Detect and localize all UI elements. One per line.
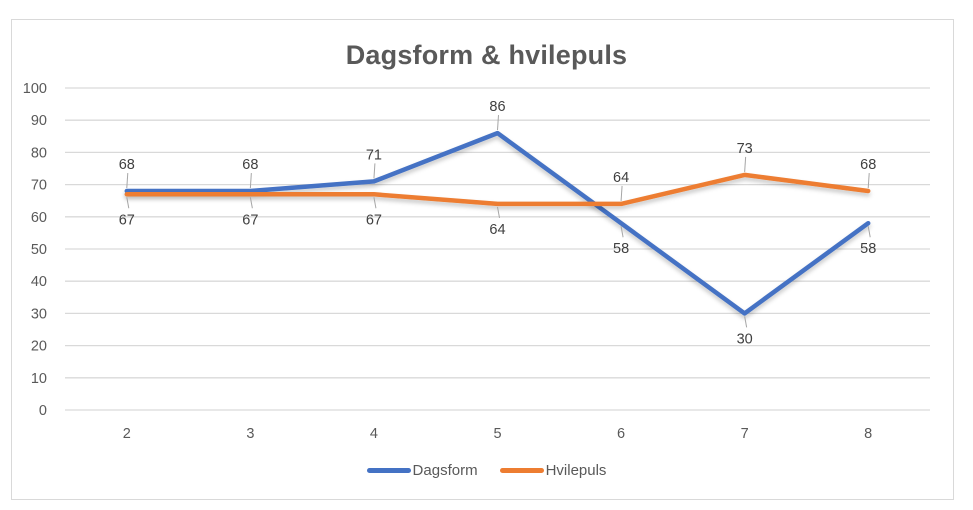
y-tick-label: 70 [31, 178, 47, 194]
data-label-dagsform: 30 [737, 331, 753, 347]
label-leader-line [373, 163, 376, 179]
data-label-dagsform: 86 [489, 99, 505, 115]
y-axis-labels: 0 10 20 30 40 50 60 70 80 90 100 [23, 81, 47, 419]
data-label-hvilepuls: 73 [737, 141, 753, 157]
x-axis-labels: 2 3 4 5 6 7 8 [123, 426, 873, 442]
label-leader-line [126, 197, 130, 209]
label-leader-line [744, 156, 747, 172]
data-label-hvilepuls: 64 [489, 222, 505, 238]
chart-frame [11, 19, 954, 500]
y-tick-label: 90 [31, 113, 47, 129]
legend-label-hvilepuls: Hvilepuls [545, 462, 607, 479]
label-leader-line [126, 173, 129, 189]
x-tick-label: 5 [493, 426, 501, 442]
label-leader-line [620, 185, 623, 201]
x-tick-label: 3 [246, 426, 254, 442]
y-tick-label: 60 [31, 210, 47, 226]
x-tick-label: 7 [741, 426, 749, 442]
y-tick-label: 50 [31, 242, 47, 258]
y-tick-label: 30 [31, 306, 47, 322]
gridlines [65, 87, 930, 411]
series-line-hvilepuls [124, 172, 871, 207]
series-line-dagsform [124, 130, 871, 316]
data-label-dagsform: 58 [613, 241, 629, 257]
data-label-hvilepuls: 67 [242, 212, 258, 228]
label-leader-line [867, 173, 870, 189]
label-leader-line [867, 226, 871, 238]
x-tick-label: 6 [617, 426, 625, 442]
label-leader-line [744, 316, 748, 328]
data-labels: 68 68 71 86 58 30 58 67 67 67 64 64 73 68 [119, 99, 877, 347]
label-leader-line [620, 226, 624, 238]
label-leader-line [497, 115, 499, 131]
label-leader-line [497, 206, 500, 219]
label-leader-line [249, 197, 253, 209]
y-tick-label: 80 [31, 145, 47, 161]
label-leader-line [373, 197, 377, 209]
y-tick-label: 0 [39, 403, 47, 419]
y-tick-label: 10 [31, 371, 47, 387]
data-label-dagsform: 71 [366, 147, 382, 163]
y-tick-label: 20 [31, 339, 47, 355]
data-label-hvilepuls: 64 [613, 170, 629, 186]
x-tick-label: 2 [123, 426, 131, 442]
data-label-hvilepuls: 67 [119, 212, 135, 228]
data-label-dagsform: 68 [242, 157, 258, 173]
chart-title: Dagsform & hvilepuls [345, 40, 628, 70]
legend: Dagsform Hvilepuls [0, 462, 973, 479]
data-label-hvilepuls: 67 [366, 212, 382, 228]
data-label-dagsform: 68 [119, 157, 135, 173]
y-tick-label: 40 [31, 274, 47, 290]
series-lines [124, 130, 871, 316]
y-tick-label: 100 [23, 81, 47, 97]
legend-item-hvilepuls: Hvilepuls [499, 462, 607, 479]
x-tick-label: 8 [864, 426, 872, 442]
label-leader-line [249, 173, 252, 189]
data-label-dagsform: 58 [860, 241, 876, 257]
legend-item-dagsform: Dagsform [366, 462, 478, 479]
x-tick-label: 4 [370, 426, 378, 442]
data-label-hvilepuls: 68 [860, 157, 876, 173]
legend-swatch-dagsform [366, 468, 411, 473]
legend-label-dagsform: Dagsform [412, 462, 478, 479]
legend-swatch-hvilepuls [499, 468, 544, 473]
